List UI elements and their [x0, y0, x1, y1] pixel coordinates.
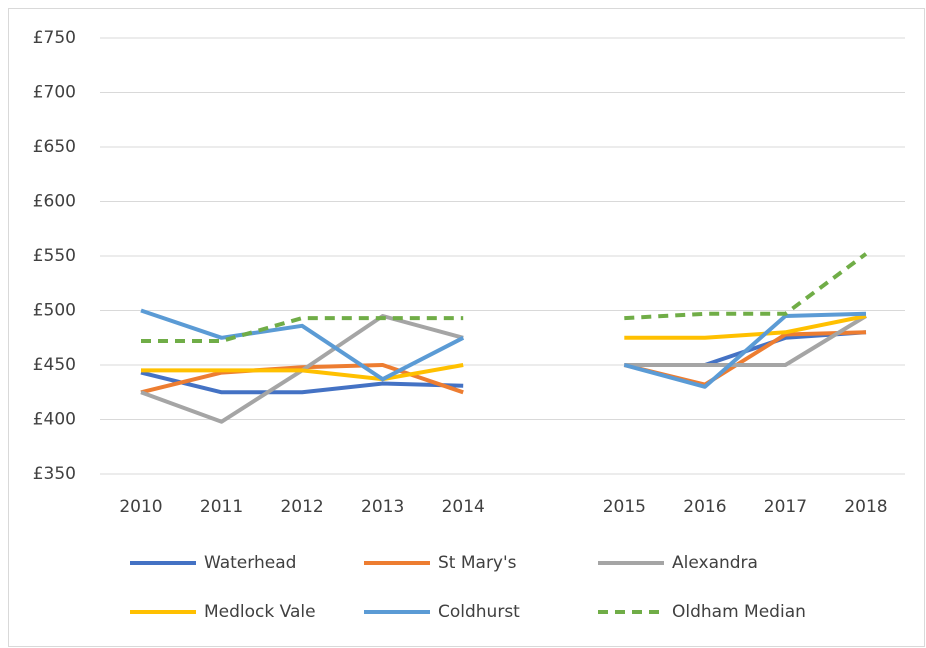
series-line — [140, 308, 867, 389]
x-tick-label: 2011 — [200, 497, 243, 517]
y-tick-label: £650 — [33, 137, 76, 157]
chart-border — [8, 8, 925, 647]
y-tick-label: £700 — [33, 83, 76, 103]
x-tick-label: 2017 — [764, 497, 807, 517]
y-tick-label: £350 — [33, 464, 76, 484]
legend-label: Coldhurst — [438, 602, 520, 622]
x-tick-label: 2018 — [844, 497, 887, 517]
legend-label: Medlock Vale — [204, 602, 316, 622]
x-tick-label: 2015 — [603, 497, 646, 517]
y-tick-label: £400 — [33, 410, 76, 430]
y-tick-label: £750 — [33, 28, 76, 48]
y-tick-label: £600 — [33, 192, 76, 212]
series-line — [141, 314, 867, 382]
x-tick-label: 2010 — [119, 497, 162, 517]
y-tick-label: £500 — [33, 301, 76, 321]
x-tick-label: 2013 — [361, 497, 404, 517]
x-tick-label: 2012 — [280, 497, 323, 517]
legend-label: St Mary's — [438, 553, 517, 573]
legend-label: Alexandra — [672, 553, 758, 573]
series-line — [141, 252, 868, 343]
legend-label: Waterhead — [204, 553, 296, 573]
x-tick-label: 2014 — [442, 497, 485, 517]
y-tick-label: £450 — [33, 355, 76, 375]
x-tick-label: 2016 — [683, 497, 726, 517]
legend-label: Oldham Median — [672, 602, 806, 622]
y-tick-label: £550 — [33, 246, 76, 266]
